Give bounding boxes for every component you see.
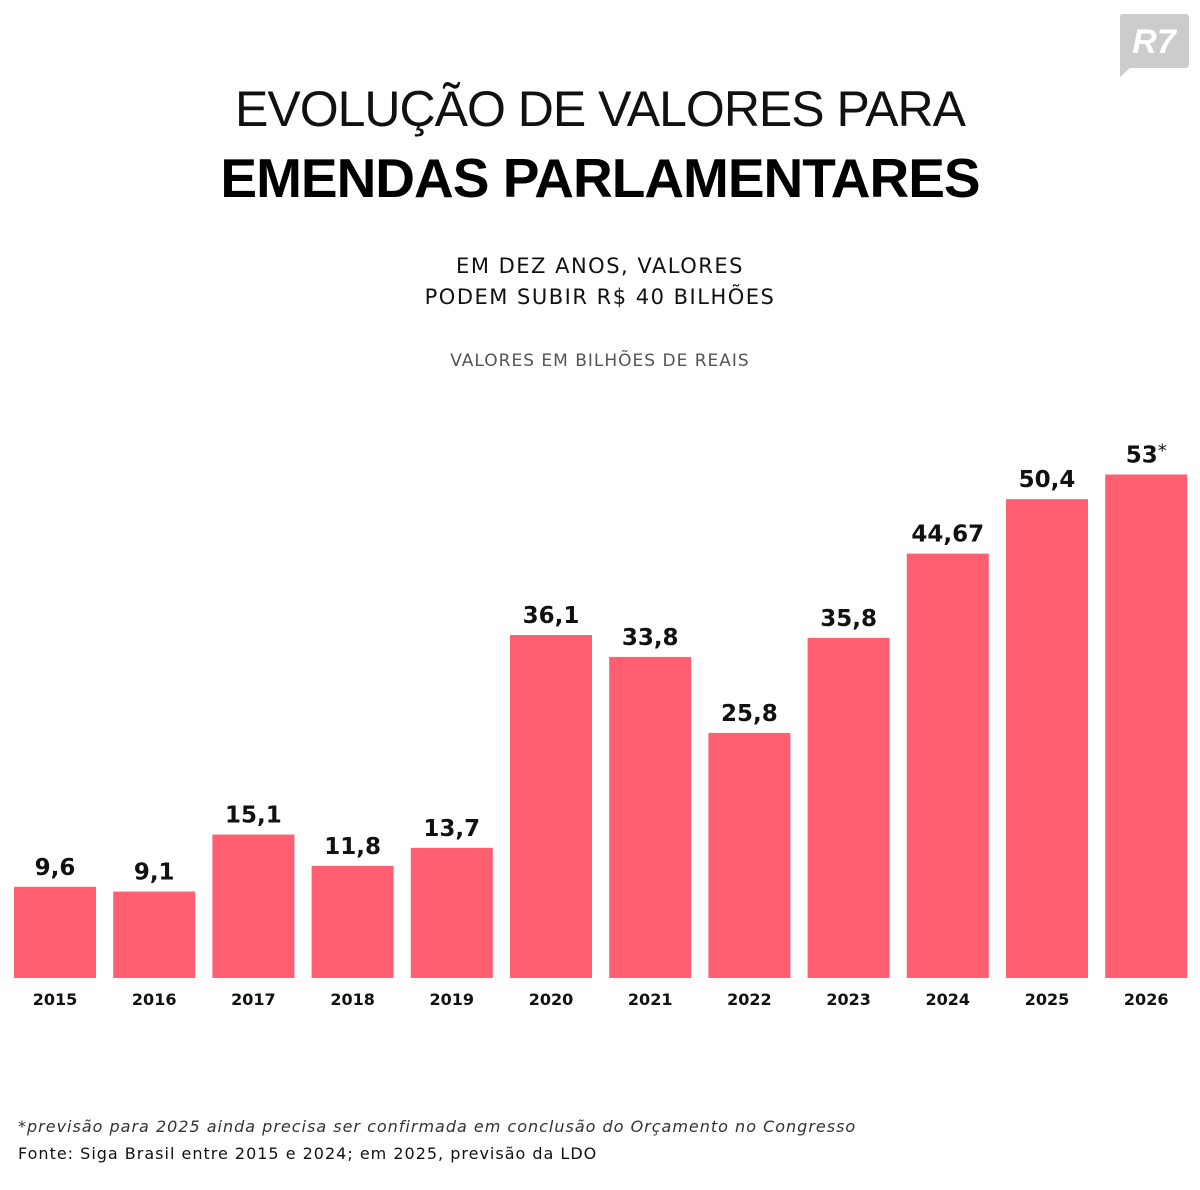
data-label-2025: 50,4 [1019,467,1076,493]
x-tick-label-2017: 2017 [231,990,276,1009]
x-tick-label-2021: 2021 [628,990,673,1009]
chart-subtitle: EM DEZ ANOS, VALORES PODEM SUBIR R$ 40 B… [0,251,1200,313]
data-label-2015: 9,6 [35,855,76,881]
x-tick-label-2016: 2016 [132,990,177,1009]
data-label-2017: 15,1 [225,803,282,829]
x-tick-label-2020: 2020 [529,990,574,1009]
bar-2015 [14,886,96,978]
subtitle-line1: EM DEZ ANOS, VALORES [456,254,744,278]
x-tick-label-2025: 2025 [1025,990,1070,1009]
bar-2022 [708,732,791,978]
data-label-2024: 44,67 [911,522,984,548]
x-tick-label-2019: 2019 [430,990,475,1009]
x-tick-label-2015: 2015 [33,990,78,1009]
data-label-2021: 33,8 [622,625,679,651]
x-tick-label-2023: 2023 [826,990,871,1009]
bar-2020 [510,635,592,978]
bar-2018 [311,865,394,978]
bar-2017 [212,834,295,978]
data-label-2020: 36,1 [523,603,580,629]
bar-chart: 9,6 2015 9,1 2016 15,1 2017 11,8 2018 13,7 2019 36… [14,441,1188,1009]
chart-title-line1: EVOLUÇÃO DE VALORES PARA [235,81,966,137]
bar-2024 [906,553,989,978]
footnote: *previsão para 2025 ainda precisa ser co… [18,1117,857,1136]
data-label-2016: 9,1 [134,860,175,886]
bar-2025 [1006,499,1088,978]
bar-2016 [113,891,196,978]
bar-2021 [609,656,692,978]
data-label-2023: 35,8 [820,606,877,632]
data-label-2019: 13,7 [423,816,480,842]
subtitle-line2: PODEM SUBIR R$ 40 BILHÕES [424,285,776,309]
logo-text: R7 [1132,23,1178,61]
bar-2026 [1105,474,1188,978]
x-tick-label-2024: 2024 [926,990,971,1009]
bar-2023 [807,637,890,978]
data-label-2022: 25,8 [721,701,778,727]
x-tick-label-2022: 2022 [727,990,772,1009]
r7-logo: R7 [1116,12,1190,78]
x-tick-label-2026: 2026 [1124,990,1169,1009]
r7-logo-icon: R7 [1120,14,1189,77]
bar-2019 [410,847,493,978]
data-label-2026: 53* [1126,441,1167,469]
x-tick-label-2018: 2018 [330,990,375,1009]
units-note: VALORES EM BILHÕES DE REAIS [450,351,750,371]
chart-title-line2: EMENDAS PARLAMENTARES [220,147,980,209]
data-label-suffix-2026: * [1158,441,1167,462]
data-label-2018: 11,8 [324,834,381,860]
source-note: Fonte: Siga Brasil entre 2015 e 2024; em… [18,1144,598,1163]
